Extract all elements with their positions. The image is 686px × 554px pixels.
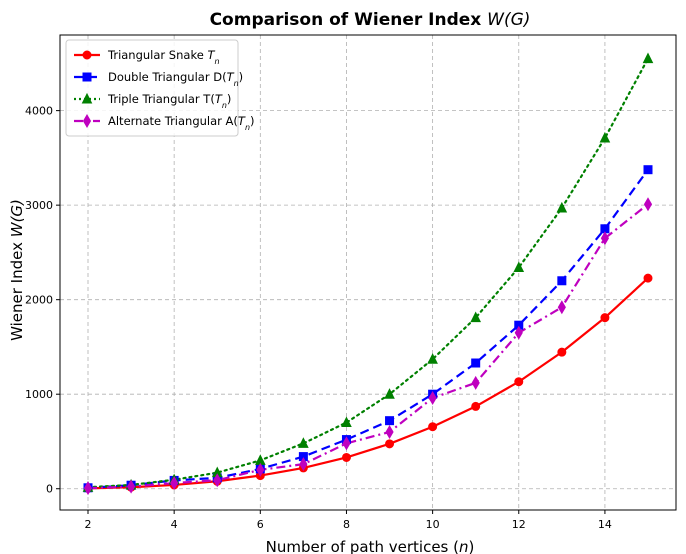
triple-triangular-point [642, 52, 654, 64]
legend: Triangular Snake Tn Double Triangular D(T… [65, 39, 255, 137]
triple-triangular-point [427, 353, 438, 364]
double-triangular-point [643, 165, 653, 175]
triple-triangular-point [298, 437, 309, 448]
chart-title: Comparison of Wiener Index W(G) [210, 10, 531, 30]
legend-label-triple-triangular: Triple Triangular T(Tn) [107, 92, 231, 110]
double-triangular-point [385, 416, 395, 426]
triangular-snake-point [428, 422, 438, 432]
triangular-snake-point [643, 273, 653, 283]
x-tick-label: 10 [426, 518, 440, 531]
x-tick-label: 4 [171, 518, 178, 531]
triple-triangular-line [86, 57, 650, 489]
alternate-triangular-point [213, 473, 222, 488]
x-tick-label: 14 [598, 518, 612, 531]
triangular-snake-point [514, 377, 524, 387]
double-triangular-line [87, 169, 649, 489]
legend-label-alternate-triangular: Alternate Triangular A(Tn) [108, 114, 255, 132]
triangular-snake-point [557, 347, 567, 357]
series-lines [86, 57, 650, 490]
plot-area-frame [59, 34, 677, 511]
triple-triangular-point [470, 311, 482, 323]
y-tick-label: 1000 [25, 388, 53, 401]
y-tick-label: 2000 [25, 294, 53, 307]
x-axis-label: Number of path vertices (n) [266, 538, 475, 554]
x-tick-label: 8 [343, 518, 350, 531]
alternate-triangular-point [643, 197, 653, 212]
triple-triangular-point [384, 388, 395, 399]
x-tick-label: 12 [512, 518, 526, 531]
alternate-triangular-point [83, 481, 93, 496]
legend-label-triangular-snake: Triangular Snake Tn [107, 48, 220, 66]
x-tick-label: 6 [257, 518, 264, 531]
series-markers [82, 52, 654, 496]
alternate-triangular-point [170, 476, 179, 491]
alternate-triangular-point [557, 300, 566, 315]
triangular-snake-point [471, 401, 481, 411]
alternate-triangular-point [299, 457, 308, 472]
double-triangular-point [471, 358, 481, 368]
y-tick-label: 0 [46, 483, 53, 496]
alternate-triangular-line [87, 203, 649, 490]
triple-triangular-point [513, 261, 525, 273]
legend-marker-triple-triangular [81, 92, 93, 104]
chart-title-main: Comparison of Wiener Index [210, 10, 488, 30]
alternate-triangular-point [256, 462, 265, 477]
y-tick-label: 4000 [25, 105, 53, 118]
chart-title-symbol: W(G) [487, 10, 530, 30]
axis-ticks: 2 4 6 8 10 12 14 0 1000 2000 3000 4000 [25, 105, 612, 531]
alternate-triangular-point [514, 325, 523, 340]
triangular-snake-markers [83, 273, 653, 493]
alternate-triangular-point [385, 425, 394, 440]
y-axis-label: Wiener Index W(G) [8, 199, 26, 341]
x-tick-label: 2 [85, 518, 92, 531]
triple-triangular-point [556, 201, 568, 213]
alternate-triangular-point [342, 436, 351, 451]
alternate-triangular-point [126, 479, 136, 494]
triangular-snake-point [600, 313, 610, 323]
alternate-triangular-markers [83, 197, 653, 496]
legend-marker-triangular-snake [82, 50, 92, 60]
triangular-snake-point [385, 439, 395, 449]
alternate-triangular-point [600, 231, 610, 246]
triangular-snake-line [87, 277, 649, 490]
y-tick-label: 3000 [25, 199, 53, 212]
triple-triangular-point [599, 131, 611, 143]
legend-marker-alternate-triangular [82, 114, 92, 128]
alternate-triangular-point [428, 390, 437, 405]
double-triangular-point [557, 276, 567, 286]
legend-box [65, 39, 239, 137]
legend-label-double-triangular: Double Triangular D(Tn) [108, 70, 243, 88]
triple-triangular-point [341, 416, 352, 428]
triangular-snake-point [341, 452, 351, 462]
double-triangular-markers [83, 165, 653, 493]
alternate-triangular-point [471, 375, 480, 390]
legend-marker-double-triangular [82, 72, 92, 82]
